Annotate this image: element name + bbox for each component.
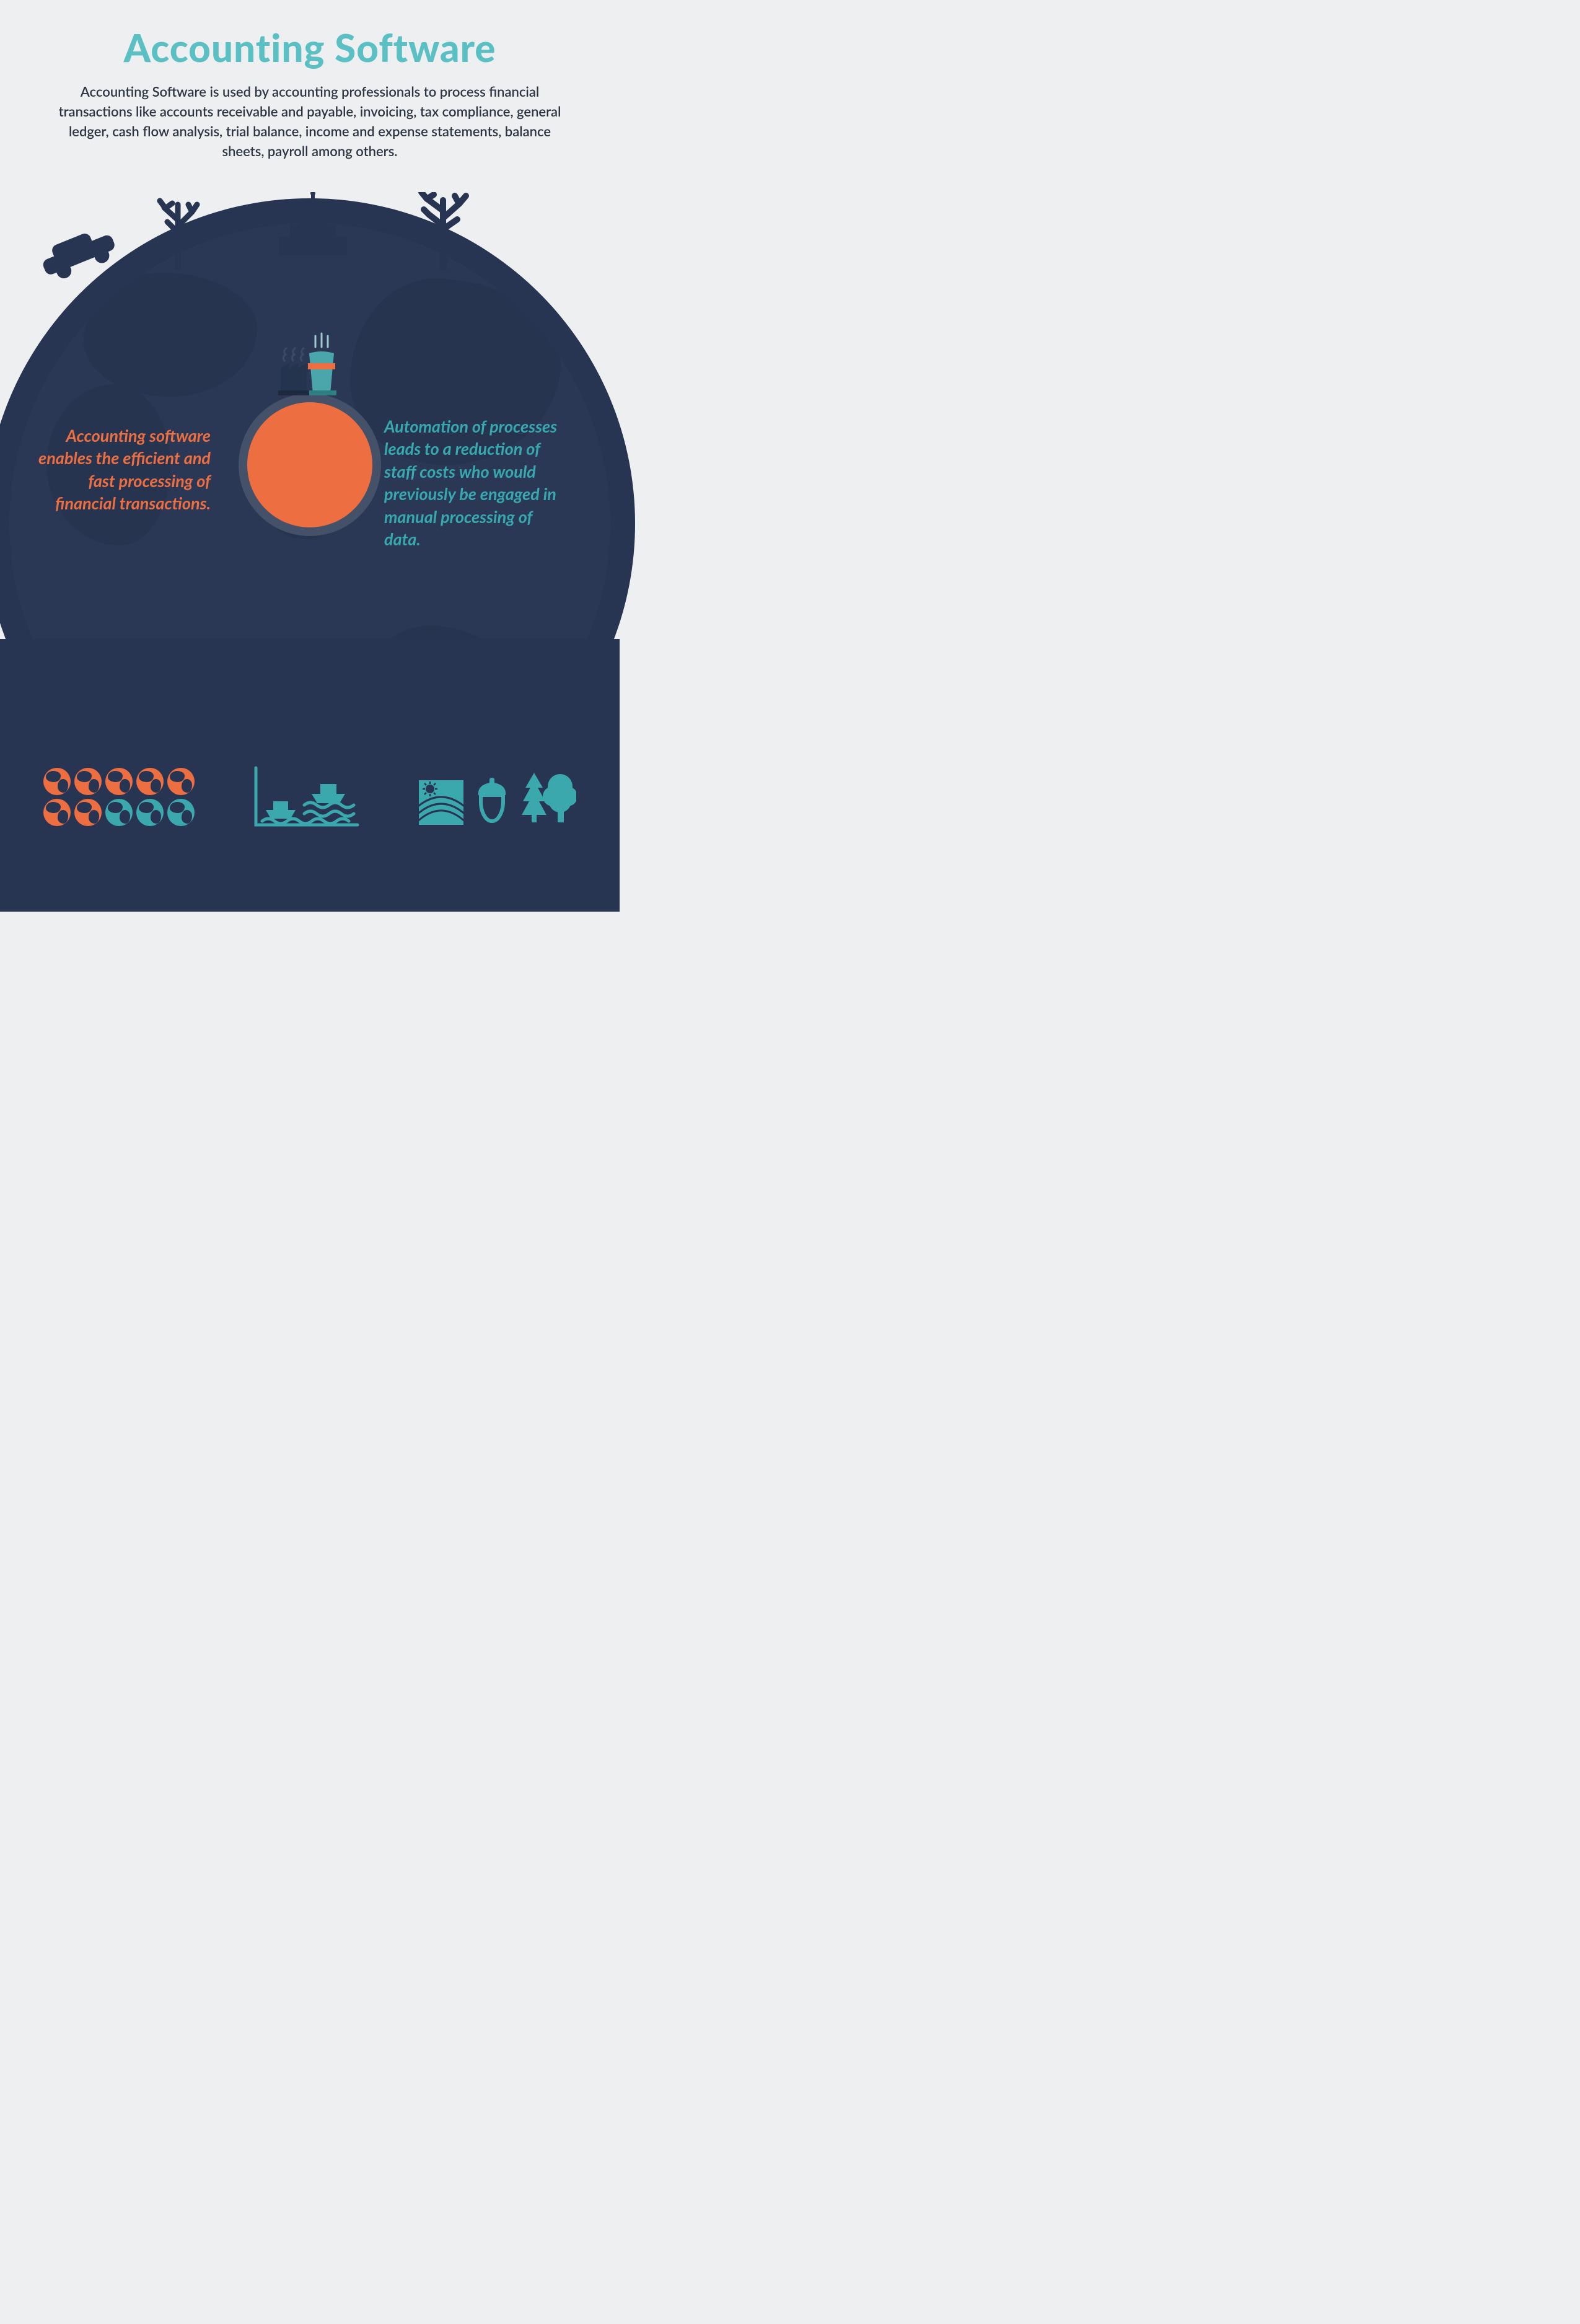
globe-icon — [167, 799, 195, 826]
blurb-right: Automation of processes leads to a reduc… — [384, 415, 558, 551]
page-title: Accounting Software — [43, 25, 576, 71]
globe-icon — [43, 768, 71, 795]
globe-icon — [43, 799, 71, 826]
harbor-icon — [251, 763, 362, 831]
globe-icon — [74, 768, 102, 795]
globe-icon — [136, 799, 164, 826]
core-circle — [239, 394, 381, 536]
globe-icon — [136, 768, 164, 795]
globes-grid — [43, 768, 195, 826]
globe-icon — [74, 799, 102, 826]
trees-icon — [520, 769, 576, 825]
globe-icon — [167, 768, 195, 795]
farm-icon — [419, 780, 463, 825]
header: Accounting Software Accounting Software … — [0, 0, 620, 174]
acorn-icon — [475, 775, 509, 825]
page-subtitle: Accounting Software is used by accountin… — [50, 82, 570, 161]
factory-icon — [270, 328, 350, 397]
icon-row — [0, 763, 620, 831]
blurb-left: Accounting software enables the efficien… — [37, 425, 211, 515]
globe-icon — [105, 799, 133, 826]
nature-icons — [419, 769, 576, 825]
globe-icon — [105, 768, 133, 795]
